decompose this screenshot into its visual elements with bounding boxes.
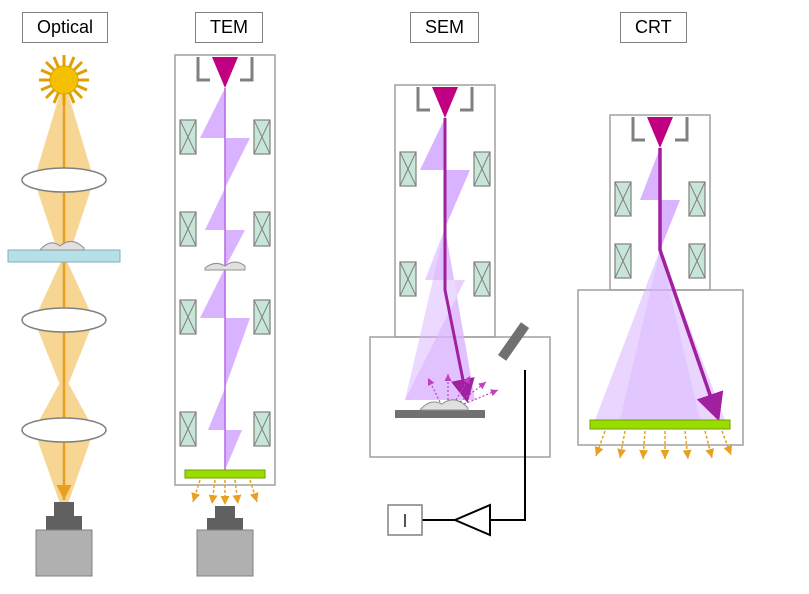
optical-diagram xyxy=(8,55,120,576)
tem-gun xyxy=(198,57,252,88)
intensity-label: I xyxy=(402,511,407,531)
tem-diagram xyxy=(175,55,275,576)
optical-lens-3 xyxy=(22,418,106,442)
diagram-canvas: I xyxy=(0,0,809,594)
optical-lens-1 xyxy=(22,168,106,192)
crt-gun xyxy=(633,117,687,148)
sem-gun xyxy=(418,87,472,118)
optical-lens-2 xyxy=(22,308,106,332)
amplifier-icon xyxy=(455,505,490,535)
crt-screen xyxy=(590,420,730,429)
camera-icon xyxy=(36,502,92,576)
glass-slide xyxy=(8,250,120,262)
sun-icon xyxy=(39,55,89,105)
tem-screen xyxy=(185,470,265,478)
sem-diagram: I xyxy=(370,85,550,535)
crt-diagram xyxy=(578,115,743,459)
tem-camera xyxy=(197,506,253,576)
sem-detector xyxy=(498,322,529,361)
sem-stage xyxy=(395,410,485,418)
